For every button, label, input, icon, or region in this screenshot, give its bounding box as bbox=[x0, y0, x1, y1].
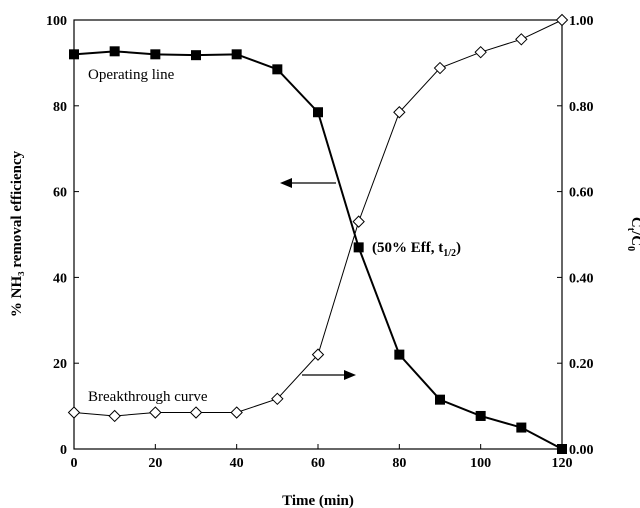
plot-area-border bbox=[73, 19, 563, 450]
series-lines bbox=[73, 19, 563, 450]
right-y-tick-label: 0.60 bbox=[569, 186, 594, 201]
x-tick-label: 100 bbox=[470, 456, 491, 471]
left-y-tick-label: 20 bbox=[53, 357, 67, 372]
point-operating-line bbox=[557, 444, 567, 454]
point-breakthrough-curve bbox=[433, 61, 447, 75]
point-breakthrough-curve bbox=[393, 106, 406, 119]
annotation-half-efficiency: (50% Eff, t1/2) bbox=[372, 240, 461, 259]
point-breakthrough-curve bbox=[67, 406, 81, 419]
left-y-tick-label: 60 bbox=[53, 186, 67, 201]
point-operating-line bbox=[231, 49, 242, 60]
left-y-tick-label: 40 bbox=[53, 271, 67, 286]
x-tick-label: 120 bbox=[552, 456, 573, 471]
left-y-axis-ticks: 0 20 40 60 80 100 bbox=[46, 14, 79, 458]
left-y-tick-label: 80 bbox=[53, 100, 67, 115]
point-operating-line bbox=[150, 49, 161, 60]
point-operating-line bbox=[313, 107, 323, 118]
right-y-axis-title-sub-t: t bbox=[625, 228, 636, 232]
right-y-axis-title-slash: /C bbox=[628, 230, 640, 246]
point-breakthrough-curve bbox=[515, 33, 528, 46]
point-operating-line bbox=[69, 49, 79, 60]
annotation-main: (50% Eff, t bbox=[372, 240, 443, 256]
annotation-close: ) bbox=[456, 240, 461, 256]
series-label-operating-line: Operating line bbox=[88, 67, 175, 83]
left-y-axis-title: % NH₃ removal efficiency bbox=[9, 150, 25, 317]
right-y-tick-label: 0.40 bbox=[569, 271, 594, 286]
right-y-tick-label: 0.80 bbox=[569, 100, 594, 115]
point-operating-line bbox=[475, 410, 486, 421]
right-y-tick-label: 0.20 bbox=[569, 357, 594, 372]
annotation-subscript: 1/2 bbox=[443, 248, 456, 259]
point-breakthrough-curve bbox=[271, 392, 284, 406]
x-axis-title: Time (min) bbox=[282, 493, 354, 508]
arrow-to-right-axis bbox=[302, 370, 356, 380]
right-y-axis-ticks: 0.00 0.20 0.40 0.60 0.80 1.00 bbox=[557, 14, 594, 458]
left-y-tick-label: 0 bbox=[60, 443, 67, 458]
left-y-tick-label: 100 bbox=[46, 14, 67, 29]
point-breakthrough-curve bbox=[474, 45, 487, 59]
point-breakthrough-curve bbox=[352, 215, 365, 228]
point-operating-line bbox=[353, 242, 364, 253]
point-operating-line bbox=[394, 349, 405, 360]
point-breakthrough-curve bbox=[311, 348, 325, 361]
arrow-to-left-axis-head bbox=[280, 178, 292, 188]
right-y-axis-title-sub-0: 0 bbox=[625, 246, 636, 251]
series-label-breakthrough-curve: Breakthrough curve bbox=[88, 389, 208, 405]
point-breakthrough-curve bbox=[108, 409, 121, 423]
x-tick-label: 40 bbox=[230, 456, 244, 471]
arrow-to-left-axis bbox=[280, 178, 336, 188]
right-y-tick-label: 0.00 bbox=[569, 443, 594, 458]
plot-frame bbox=[73, 19, 563, 450]
point-breakthrough-curve bbox=[189, 406, 203, 419]
x-axis-ticks: 0 20 40 60 80 100 120 bbox=[71, 444, 573, 471]
series-markers bbox=[67, 13, 569, 454]
x-tick-label: 60 bbox=[311, 456, 325, 471]
point-operating-line bbox=[191, 50, 201, 61]
arrow-to-right-axis-head bbox=[344, 370, 356, 380]
right-y-tick-label: 1.00 bbox=[569, 14, 594, 29]
point-breakthrough-curve bbox=[555, 13, 569, 27]
point-operating-line bbox=[272, 64, 283, 75]
x-tick-label: 80 bbox=[392, 456, 406, 471]
point-operating-line bbox=[516, 422, 527, 433]
point-operating-line bbox=[435, 394, 445, 405]
right-y-axis-title: Ct/C0 bbox=[625, 217, 640, 251]
x-tick-label: 20 bbox=[148, 456, 162, 471]
x-tick-label: 0 bbox=[71, 456, 78, 471]
point-operating-line bbox=[109, 46, 120, 57]
point-breakthrough-curve bbox=[149, 406, 162, 419]
point-breakthrough-curve bbox=[230, 406, 243, 419]
